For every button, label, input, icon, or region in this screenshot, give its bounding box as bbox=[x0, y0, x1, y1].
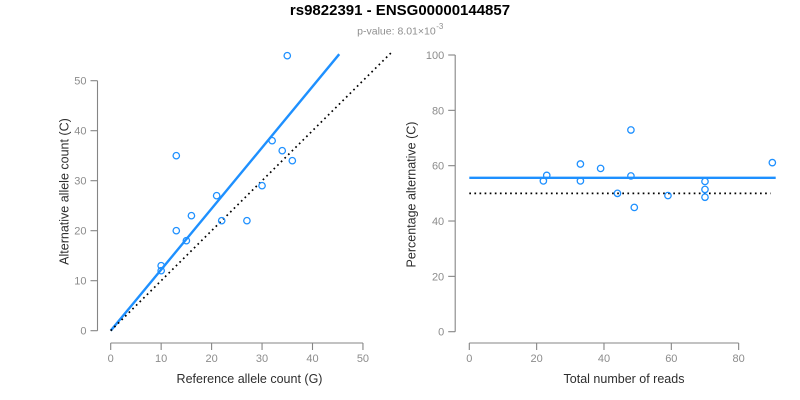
y-tick-label: 100 bbox=[426, 50, 444, 62]
y-tick-label: 0 bbox=[80, 326, 86, 338]
data-point bbox=[768, 158, 777, 167]
data-point bbox=[542, 171, 551, 180]
data-point bbox=[172, 151, 181, 160]
data-point bbox=[278, 146, 287, 155]
regression-line bbox=[109, 53, 341, 332]
data-point bbox=[701, 185, 709, 194]
data-point bbox=[576, 177, 585, 185]
left-x-axis-title: Reference allele count (G) bbox=[176, 372, 323, 386]
data-point bbox=[627, 126, 635, 134]
x-tick-label: 50 bbox=[357, 353, 369, 365]
p-value-subtitle: p-value: 8.01×10-3 bbox=[0, 22, 800, 38]
data-point bbox=[539, 177, 548, 185]
x-tick-label: 0 bbox=[466, 353, 472, 365]
left-y-axis-title: Alternative allele count (C) bbox=[57, 118, 72, 265]
x-tick-label: 80 bbox=[733, 353, 745, 365]
x-tick-label: 30 bbox=[256, 353, 268, 365]
x-tick-label: 20 bbox=[205, 353, 217, 365]
data-point bbox=[701, 177, 709, 186]
x-tick-label: 40 bbox=[598, 353, 610, 365]
left-scatter-panel: 0 10 20 30 40 50 0 10 20 30 40 50 bbox=[74, 51, 393, 365]
x-tick-label: 40 bbox=[306, 353, 318, 365]
data-point bbox=[243, 216, 251, 225]
data-point bbox=[288, 156, 297, 165]
data-point bbox=[613, 189, 622, 198]
data-point bbox=[283, 51, 292, 60]
data-point bbox=[157, 266, 165, 275]
x-tick-label: 10 bbox=[155, 353, 167, 365]
data-point bbox=[664, 191, 672, 200]
y-tick-label: 60 bbox=[432, 161, 444, 173]
data-point bbox=[701, 193, 709, 202]
y-tick-label: 0 bbox=[438, 327, 444, 339]
y-tick-label: 50 bbox=[74, 76, 86, 88]
data-point bbox=[596, 164, 605, 173]
data-point bbox=[157, 261, 165, 270]
data-point bbox=[172, 226, 181, 235]
p-value-exponent: -3 bbox=[436, 22, 444, 31]
y-tick-label: 20 bbox=[432, 271, 444, 283]
p-value-text: p-value: 8.01×10 bbox=[357, 25, 436, 38]
right-x-axis-title: Total number of reads bbox=[563, 372, 685, 386]
data-point bbox=[187, 211, 196, 220]
data-point bbox=[182, 236, 191, 245]
y-tick-label: 40 bbox=[432, 216, 444, 228]
data-point bbox=[268, 136, 276, 145]
data-point bbox=[630, 203, 639, 212]
right-y-axis-title: Percentage alternative (C) bbox=[404, 121, 419, 268]
y-tick-label: 80 bbox=[432, 105, 444, 117]
page-title: rs9822391 - ENSG00000144857 bbox=[289, 2, 511, 19]
data-point bbox=[627, 172, 635, 180]
data-point bbox=[212, 191, 221, 200]
y-tick-label: 20 bbox=[74, 226, 86, 238]
data-point bbox=[217, 216, 226, 225]
y-tick-label: 10 bbox=[74, 276, 86, 288]
x-tick-label: 60 bbox=[665, 353, 677, 365]
x-tick-label: 20 bbox=[531, 353, 543, 365]
right-scatter-panel: 0 20 40 60 80 0 20 40 60 80 100 bbox=[426, 50, 777, 365]
data-point bbox=[258, 181, 266, 190]
y-tick-label: 40 bbox=[74, 126, 86, 138]
y-tick-label: 30 bbox=[74, 176, 86, 188]
data-point bbox=[576, 160, 585, 168]
identity-line bbox=[110, 51, 393, 332]
x-tick-label: 0 bbox=[108, 353, 114, 365]
